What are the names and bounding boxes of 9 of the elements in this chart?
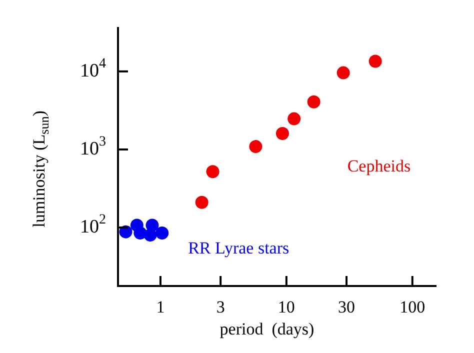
x-tick-label: 100 [400,297,426,316]
text: Cepheids [347,156,411,176]
x-tick-label: 3 [216,297,225,316]
x-tick-label: 10 [278,297,295,316]
series-label: RR Lyrae stars [188,238,290,258]
y-axis-title: luminosity (Lsun) [29,110,52,228]
x-tick-label: 1 [156,297,165,316]
x-axis-title: period (days) [220,319,314,338]
x-tick-label: 30 [338,297,356,316]
